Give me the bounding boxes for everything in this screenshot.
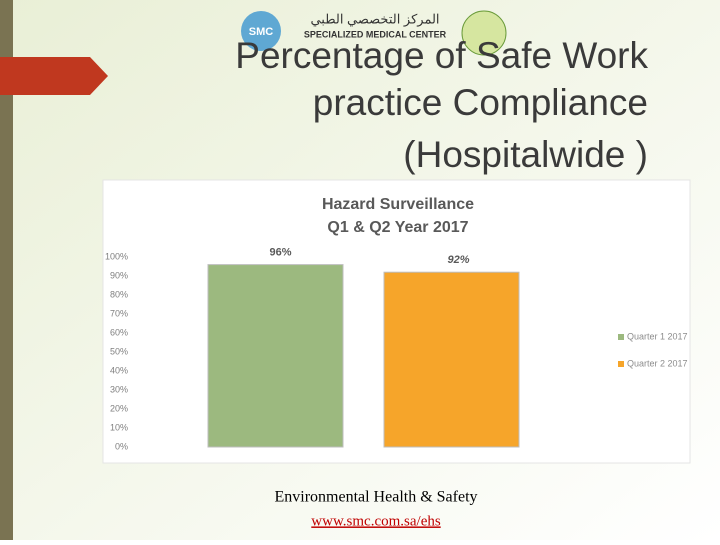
arrow-accent xyxy=(0,57,108,95)
y-tick-label: 0% xyxy=(115,441,128,451)
logo-short: SMC xyxy=(249,26,274,38)
legend-label: Quarter 2 2017 xyxy=(627,358,688,368)
y-tick-label: 10% xyxy=(110,422,128,432)
logo: SMC المركز التخصصي الطبي SPECIALIZED MED… xyxy=(241,10,507,56)
legend-label: Quarter 1 2017 xyxy=(627,331,688,341)
y-tick-label: 70% xyxy=(110,308,128,318)
bar xyxy=(383,271,520,448)
chart-title: Hazard Surveillance xyxy=(322,196,474,213)
legend-swatch xyxy=(618,361,624,367)
title-line: Percentage of Safe Work xyxy=(235,35,648,76)
y-tick-label: 50% xyxy=(110,346,128,356)
y-tick-label: 20% xyxy=(110,403,128,413)
logo-name: SPECIALIZED MEDICAL CENTER xyxy=(304,29,447,39)
y-tick-label: 100% xyxy=(105,251,128,261)
title-line: practice Compliance xyxy=(313,82,648,123)
y-tick-label: 80% xyxy=(110,289,128,299)
y-tick-label: 90% xyxy=(110,270,128,280)
value-label: 96% xyxy=(269,247,291,259)
y-tick-label: 30% xyxy=(110,384,128,394)
value-label: 92% xyxy=(447,254,469,266)
bar xyxy=(207,264,344,448)
legend-swatch xyxy=(618,334,624,340)
y-tick-label: 40% xyxy=(110,365,128,375)
logo-seal xyxy=(461,10,507,56)
chart-subtitle: Q1 & Q2 Year 2017 xyxy=(327,219,468,236)
footer-link[interactable]: www.smc.com.sa/ehs xyxy=(311,513,441,529)
side-bar xyxy=(0,0,13,540)
title-line: (Hospitalwide ) xyxy=(403,134,648,175)
logo-badge xyxy=(241,11,281,51)
y-tick-label: 60% xyxy=(110,327,128,337)
footer-department: Environmental Health & Safety xyxy=(274,489,477,506)
slide-title: Percentage of Safe Work practice Complia… xyxy=(235,35,648,175)
logo-arabic: المركز التخصصي الطبي xyxy=(310,11,439,27)
plot: 0% 10% 20% 30% 40% 50% 60% 70% 80% 90% 100% 96% Quar… xyxy=(105,247,688,452)
